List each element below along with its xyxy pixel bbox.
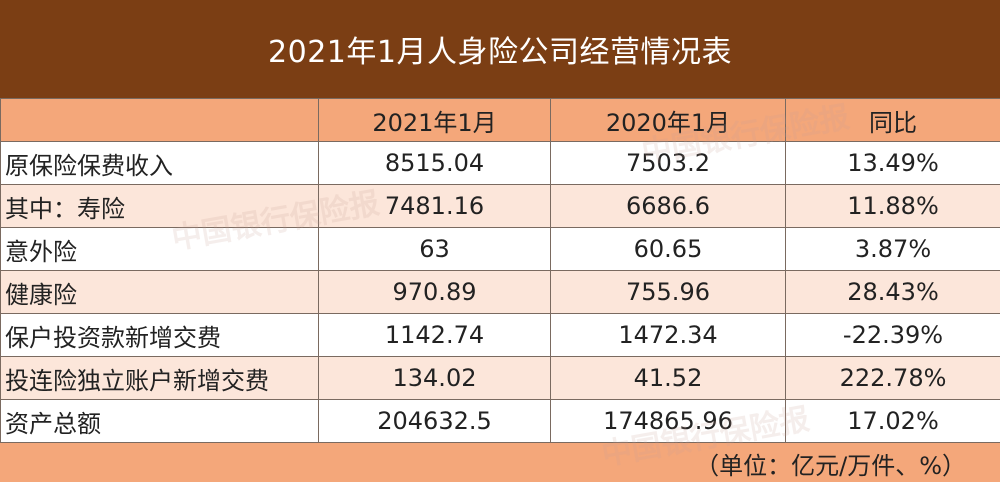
table-row: 意外险 63 60.65 3.87%	[0, 227, 1000, 271]
table-row: 其中：寿险 7481.16 6686.6 11.88%	[0, 184, 1000, 228]
row-label: 原保险保费收入	[0, 141, 319, 185]
value-2021: 8515.04	[318, 141, 551, 185]
value-2020: 174865.96	[550, 399, 786, 443]
unit-note: （单位：亿元/万件、%）	[695, 452, 966, 480]
value-yoy: 222.78%	[785, 356, 1000, 400]
value-yoy: -22.39%	[785, 313, 1000, 357]
value-yoy: 28.43%	[785, 270, 1000, 314]
value-2020: 1472.34	[550, 313, 786, 357]
table-row: 保户投资款新增交费 1142.74 1472.34 -22.39%	[0, 313, 1000, 357]
value-yoy: 17.02%	[785, 399, 1000, 443]
table-row: 原保险保费收入 8515.04 7503.2 13.49%	[0, 141, 1000, 185]
insurance-table: 2021年1月 2020年1月 同比 原保险保费收入 8515.04 7503.…	[0, 98, 1000, 443]
value-2020: 6686.6	[550, 184, 786, 228]
header-cell-empty	[0, 98, 319, 142]
header-row: 2021年1月 2020年1月 同比	[0, 98, 1000, 142]
row-label: 资产总额	[0, 399, 319, 443]
table-title: 2021年1月人身险公司经营情况表	[268, 35, 732, 70]
row-label: 保户投资款新增交费	[0, 313, 319, 357]
value-2021: 204632.5	[318, 399, 551, 443]
value-2021: 134.02	[318, 356, 551, 400]
value-2021: 7481.16	[318, 184, 551, 228]
value-2020: 755.96	[550, 270, 786, 314]
table-row: 健康险 970.89 755.96 28.43%	[0, 270, 1000, 314]
row-label: 健康险	[0, 270, 319, 314]
table-row: 投连险独立账户新增交费 134.02 41.52 222.78%	[0, 356, 1000, 400]
row-label: 意外险	[0, 227, 319, 271]
value-2020: 7503.2	[550, 141, 786, 185]
title-bar: 2021年1月人身险公司经营情况表	[0, 0, 1000, 98]
header-cell-yoy: 同比	[785, 98, 1000, 142]
value-2020: 60.65	[550, 227, 786, 271]
row-label: 投连险独立账户新增交费	[0, 356, 319, 400]
value-yoy: 3.87%	[785, 227, 1000, 271]
value-2021: 63	[318, 227, 551, 271]
row-label: 其中：寿险	[0, 184, 319, 228]
value-2020: 41.52	[550, 356, 786, 400]
value-2021: 1142.74	[318, 313, 551, 357]
value-2021: 970.89	[318, 270, 551, 314]
header-cell-2020: 2020年1月	[550, 98, 786, 142]
value-yoy: 13.49%	[785, 141, 1000, 185]
value-yoy: 11.88%	[785, 184, 1000, 228]
table-row: 资产总额 204632.5 174865.96 17.02%	[0, 399, 1000, 443]
header-cell-2021: 2021年1月	[318, 98, 551, 142]
